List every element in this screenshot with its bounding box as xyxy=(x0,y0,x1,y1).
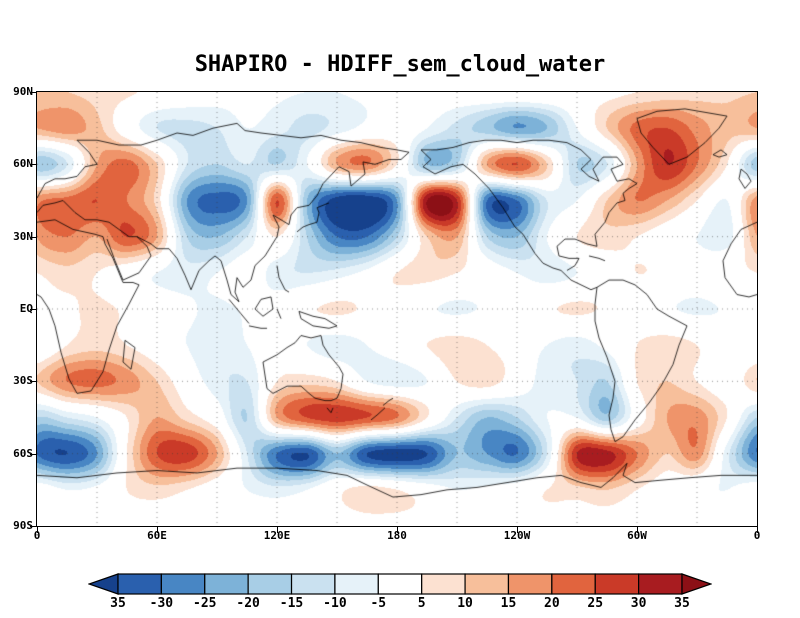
colorbar-right-arrow xyxy=(681,573,713,595)
colorbar-cell xyxy=(290,573,336,595)
colorbar-tick-label: 25 xyxy=(587,596,604,611)
y-axis-tick xyxy=(30,309,36,310)
colorbar-cell xyxy=(421,573,466,595)
colorbar-tick-label: 10 xyxy=(457,596,473,611)
filled-contour-map xyxy=(37,92,757,526)
x-axis-tick-label: 0 xyxy=(33,529,41,542)
colorbar-tick-label: 35 xyxy=(110,596,126,611)
colorbar-left-arrow xyxy=(87,573,119,595)
colorbar-tick-label: 5 xyxy=(417,596,426,611)
colorbar-tick-label: -20 xyxy=(236,596,260,611)
colorbar-cell xyxy=(117,573,162,595)
colorbar-tick-label: 15 xyxy=(500,596,517,611)
x-axis-tick xyxy=(757,527,758,533)
y-axis-tick-label: 30N xyxy=(13,229,33,243)
x-axis-tick xyxy=(517,527,518,533)
y-axis-tick xyxy=(30,381,36,383)
colorbar-svg xyxy=(87,573,713,595)
chart-title: SHAPIRO - HDIFF_sem_cloud_water xyxy=(194,52,606,77)
colorbar-cell xyxy=(507,573,553,595)
y-axis-tick-label: 90N xyxy=(13,85,33,98)
colorbar-cell xyxy=(638,573,683,595)
x-axis-tick-label: 120W xyxy=(503,529,531,542)
x-axis-tick xyxy=(37,527,38,533)
colorbar-tick-label: -10 xyxy=(323,596,347,611)
colorbar-cell xyxy=(247,573,293,595)
x-axis-tick-label: 60E xyxy=(147,529,167,542)
x-axis-tick-label: 120E xyxy=(263,529,291,542)
colorbar-tick-label: -25 xyxy=(193,596,217,611)
colorbar-cell xyxy=(464,573,510,595)
y-axis-tick xyxy=(30,164,36,166)
y-axis-tick xyxy=(30,453,36,455)
colorbar-cell xyxy=(160,573,206,595)
colorbar-tick-label: 35 xyxy=(674,596,690,611)
x-axis-tick-label: 60W xyxy=(627,529,647,542)
colorbar-cell xyxy=(551,573,596,595)
y-axis-tick-label: 60S xyxy=(13,446,33,460)
colorbar-cell xyxy=(334,573,379,595)
y-axis-tick-label: EQ xyxy=(19,302,33,315)
x-axis-tick xyxy=(277,527,278,533)
x-axis-tick-label: 180 xyxy=(387,529,407,542)
colorbar xyxy=(87,573,713,595)
y-axis-tick xyxy=(30,236,36,238)
x-axis-tick xyxy=(637,527,638,533)
y-axis-tick-label: 60N xyxy=(13,157,33,171)
colorbar-tick-label: 30 xyxy=(630,596,647,611)
y-axis-tick xyxy=(30,92,36,93)
y-axis-tick-label: 90S xyxy=(13,519,33,532)
x-axis-tick xyxy=(397,527,398,533)
x-axis-tick-label: 0 xyxy=(753,529,761,542)
colorbar-tick-label: 20 xyxy=(544,596,560,611)
colorbar-cell xyxy=(594,573,640,595)
y-axis-tick xyxy=(30,526,36,527)
y-axis-tick-label: 30S xyxy=(13,374,33,388)
colorbar-tick-label: -30 xyxy=(149,596,174,611)
colorbar-tick-label: -15 xyxy=(279,596,304,611)
colorbar-tick-label: -5 xyxy=(370,596,387,611)
colorbar-cell xyxy=(204,573,249,595)
map-plot-frame xyxy=(36,91,758,527)
x-axis-tick xyxy=(157,527,158,533)
colorbar-cell xyxy=(377,573,423,595)
